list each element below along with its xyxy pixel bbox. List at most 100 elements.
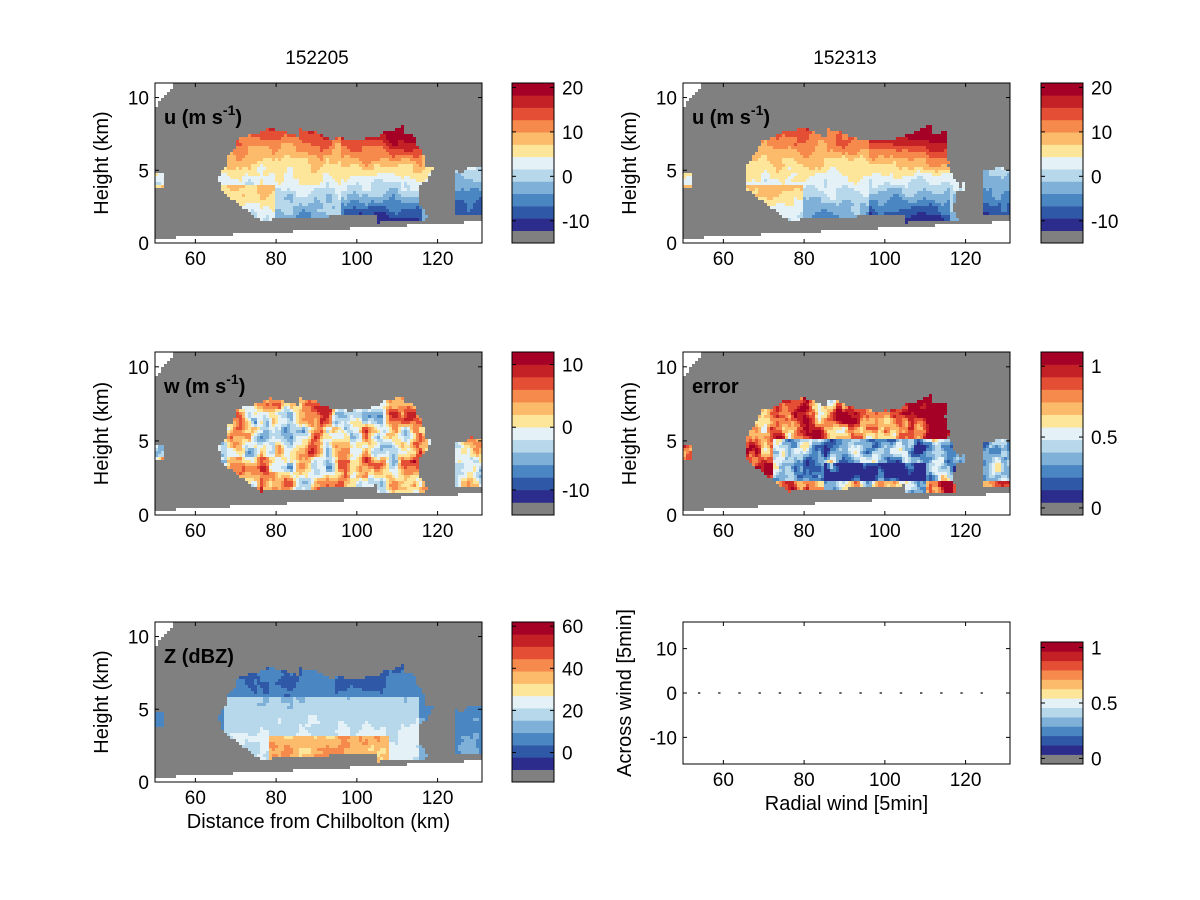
heatmap-cell <box>305 113 308 116</box>
heatmap-cell <box>332 107 335 110</box>
heatmap-cell <box>377 167 380 170</box>
heatmap-cell <box>242 212 245 215</box>
heatmap-cell <box>371 128 374 131</box>
heatmap-cell <box>431 89 434 92</box>
heatmap-cell <box>167 89 170 92</box>
heatmap-cell <box>407 95 410 98</box>
heatmap-cell <box>308 134 311 137</box>
heatmap-cell <box>155 179 158 182</box>
heatmap-cell <box>329 164 332 167</box>
heatmap-cell <box>422 119 425 122</box>
heatmap-cell <box>233 221 236 224</box>
heatmap-cell <box>182 86 185 89</box>
heatmap-cell <box>185 131 188 134</box>
heatmap-cell <box>275 98 278 101</box>
heatmap-cell <box>302 230 305 233</box>
heatmap-cell <box>182 218 185 221</box>
heatmap-cell <box>374 173 377 176</box>
heatmap-cell <box>209 170 212 173</box>
heatmap-cell <box>395 197 398 200</box>
heatmap-cell <box>284 182 287 185</box>
heatmap-cell <box>179 152 182 155</box>
heatmap-cell <box>242 86 245 89</box>
heatmap-cell <box>416 134 419 137</box>
heatmap-cell <box>179 230 182 233</box>
heatmap-cell <box>227 125 230 128</box>
heatmap-cell <box>227 122 230 125</box>
heatmap-cell <box>239 134 242 137</box>
heatmap-cell <box>287 167 290 170</box>
heatmap-cell <box>389 95 392 98</box>
heatmap-cell <box>359 110 362 113</box>
heatmap-cell <box>188 233 191 236</box>
heatmap-cell <box>425 128 428 131</box>
heatmap-cell <box>245 140 248 143</box>
heatmap-cell <box>218 194 221 197</box>
heatmap-cell <box>275 149 278 152</box>
heatmap-cell <box>365 206 368 209</box>
heatmap-cell <box>350 113 353 116</box>
heatmap-cell <box>416 131 419 134</box>
heatmap-cell <box>332 101 335 104</box>
heatmap-cell <box>326 116 329 119</box>
heatmap-cell <box>404 182 407 185</box>
heatmap-cell <box>407 146 410 149</box>
heatmap-cell <box>164 194 167 197</box>
heatmap-cell <box>272 197 275 200</box>
heatmap-cell <box>176 101 179 104</box>
heatmap-cell <box>173 161 176 164</box>
heatmap-cell <box>185 197 188 200</box>
heatmap-cell <box>269 224 272 227</box>
heatmap-cell <box>182 197 185 200</box>
heatmap-cell <box>197 170 200 173</box>
heatmap-cell <box>395 89 398 92</box>
heatmap-cell <box>176 206 179 209</box>
heatmap-cell <box>275 203 278 206</box>
heatmap-cell <box>377 143 380 146</box>
heatmap-cell <box>272 161 275 164</box>
heatmap-cell <box>242 191 245 194</box>
heatmap-cell <box>311 173 314 176</box>
heatmap-cell <box>380 191 383 194</box>
heatmap-cell <box>161 233 164 236</box>
heatmap-cell <box>158 110 161 113</box>
heatmap-cell <box>389 101 392 104</box>
heatmap-cell <box>158 101 161 104</box>
heatmap-cell <box>242 203 245 206</box>
heatmap-cell <box>278 122 281 125</box>
heatmap-cell <box>254 146 257 149</box>
heatmap-cell <box>347 197 350 200</box>
heatmap-cell <box>425 176 428 179</box>
heatmap-cell <box>239 230 242 233</box>
heatmap-cell <box>182 164 185 167</box>
heatmap-cell <box>272 152 275 155</box>
heatmap-cell <box>350 161 353 164</box>
heatmap-cell <box>221 83 224 86</box>
heatmap-cell <box>395 110 398 113</box>
heatmap-cell <box>362 230 365 233</box>
heatmap-cell <box>401 155 404 158</box>
heatmap-cell <box>296 203 299 206</box>
heatmap-cell <box>212 182 215 185</box>
heatmap-cell <box>329 89 332 92</box>
heatmap-cell <box>377 86 380 89</box>
heatmap-cell <box>419 164 422 167</box>
heatmap-cell <box>296 218 299 221</box>
heatmap-cell <box>398 125 401 128</box>
heatmap-cell <box>401 119 404 122</box>
heatmap-cell <box>233 143 236 146</box>
heatmap-cell <box>320 86 323 89</box>
heatmap-cell <box>161 140 164 143</box>
heatmap-cell <box>389 137 392 140</box>
heatmap-cell <box>329 212 332 215</box>
heatmap-cell <box>224 143 227 146</box>
heatmap-cell <box>401 176 404 179</box>
heatmap-cell <box>185 86 188 89</box>
heatmap-cell <box>416 176 419 179</box>
heatmap-cell <box>353 224 356 227</box>
heatmap-cell <box>290 128 293 131</box>
heatmap-cell <box>425 236 428 239</box>
heatmap-cell <box>404 113 407 116</box>
heatmap-cell <box>401 188 404 191</box>
heatmap-cell <box>296 98 299 101</box>
